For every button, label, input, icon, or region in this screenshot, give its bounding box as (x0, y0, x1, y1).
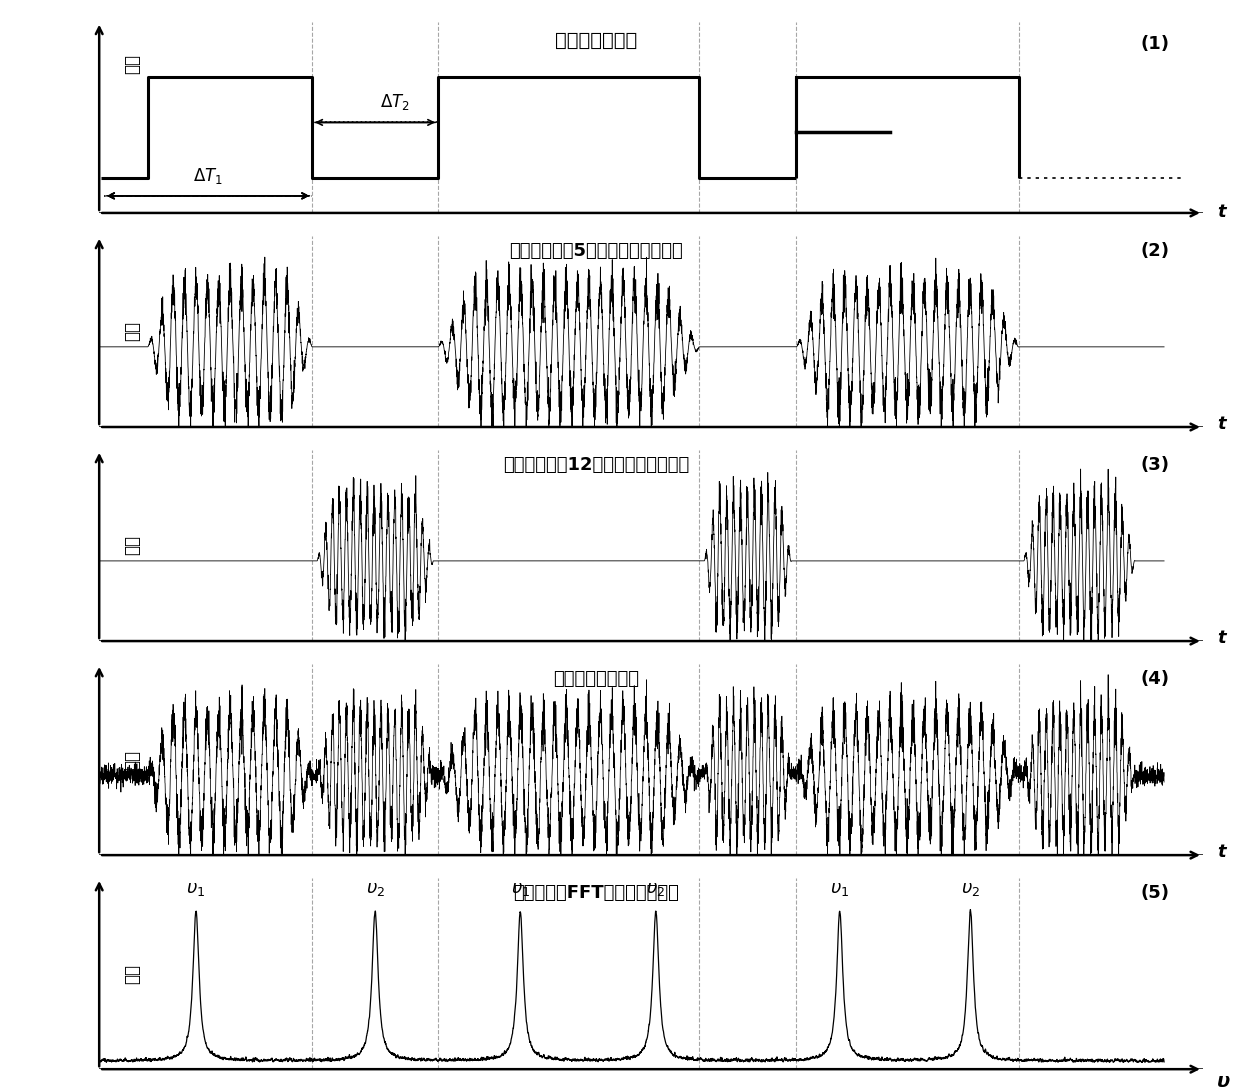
Text: $\upsilon_1$: $\upsilon_1$ (511, 880, 529, 898)
Text: 通过收发装置5收集获得的外差信号: 通过收发装置5收集获得的外差信号 (508, 241, 683, 260)
Text: 强度: 强度 (123, 322, 141, 341)
Text: $\upsilon_2$: $\upsilon_2$ (366, 880, 384, 898)
Text: t: t (1218, 630, 1226, 647)
Text: $\Delta T_2$: $\Delta T_2$ (379, 93, 409, 112)
Text: 功率: 功率 (123, 963, 141, 984)
Text: $\upsilon_2$: $\upsilon_2$ (961, 880, 980, 898)
Text: $\upsilon_2$: $\upsilon_2$ (646, 880, 666, 898)
Text: 强度: 强度 (123, 536, 141, 555)
Text: υ: υ (1218, 1071, 1230, 1091)
Text: 通过收发装置12收集获得的外差信号: 通过收发装置12收集获得的外差信号 (502, 456, 689, 473)
Text: t: t (1218, 843, 1226, 861)
Text: 强度: 强度 (123, 750, 141, 769)
Text: (5): (5) (1141, 884, 1169, 902)
Text: t: t (1218, 415, 1226, 433)
Text: 外差信号经FFT变换后的功率谱: 外差信号经FFT变换后的功率谱 (513, 884, 678, 902)
Text: $\Delta T_1$: $\Delta T_1$ (193, 166, 223, 185)
Text: 光开关驱动信号: 光开关驱动信号 (554, 32, 637, 50)
Text: $\upsilon_1$: $\upsilon_1$ (830, 880, 849, 898)
Text: $\upsilon_1$: $\upsilon_1$ (186, 880, 206, 898)
Text: (2): (2) (1141, 241, 1169, 260)
Text: 收集的总外差信号: 收集的总外差信号 (553, 670, 639, 687)
Text: (3): (3) (1141, 456, 1169, 473)
Text: 电压: 电压 (123, 53, 141, 74)
Text: t: t (1218, 203, 1226, 221)
Text: (1): (1) (1141, 35, 1169, 53)
Text: (4): (4) (1141, 670, 1169, 687)
